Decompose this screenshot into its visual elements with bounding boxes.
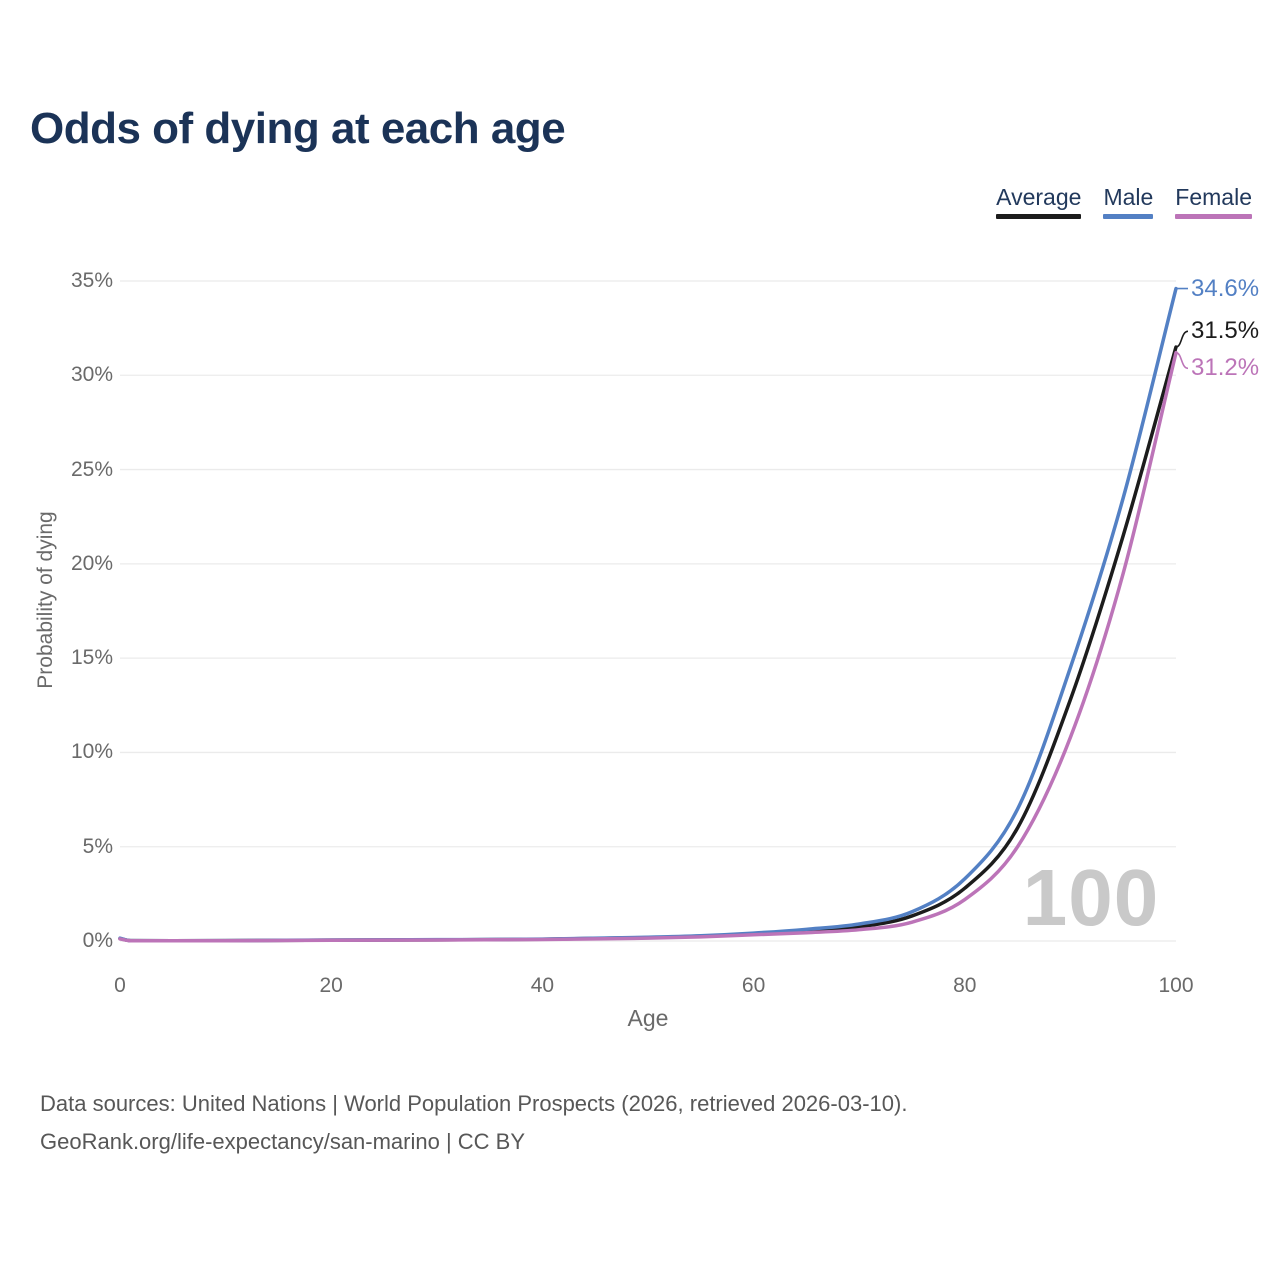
y-tick-10: 10% bbox=[70, 740, 113, 764]
data-source-line: Data sources: United Nations | World Pop… bbox=[40, 1091, 908, 1116]
legend-color-bar bbox=[1175, 214, 1252, 219]
legend-label: Male bbox=[1103, 184, 1154, 210]
legend: Average Male Female bbox=[996, 184, 1252, 219]
end-value-label-male: 34.6% bbox=[1191, 274, 1260, 302]
series-line-male[interactable] bbox=[118, 286, 1178, 943]
y-tick-15: 15% bbox=[70, 646, 113, 670]
legend-item-average[interactable]: Average bbox=[996, 184, 1082, 219]
end-label-connector-average bbox=[1175, 330, 1189, 348]
legend-label: Female bbox=[1175, 184, 1252, 210]
x-tick-60: 60 bbox=[741, 974, 766, 997]
y-axis-title: Probability of dying bbox=[34, 511, 57, 689]
legend-color-bar bbox=[996, 214, 1082, 219]
x-tick-80: 80 bbox=[953, 974, 977, 997]
x-tick-100: 100 bbox=[1158, 974, 1194, 997]
legend-item-female[interactable]: Female bbox=[1175, 184, 1252, 219]
x-tick-20: 20 bbox=[319, 974, 343, 997]
y-tick-20: 20% bbox=[70, 551, 113, 575]
legend-item-male[interactable]: Male bbox=[1103, 184, 1154, 219]
end-label-connector-female bbox=[1175, 351, 1189, 370]
series-line-average[interactable] bbox=[118, 345, 1178, 943]
attribution-line: GeoRank.org/life-expectancy/san-marino |… bbox=[40, 1129, 526, 1154]
y-tick-30: 30% bbox=[70, 363, 113, 387]
end-value-label-female: 31.2% bbox=[1191, 354, 1260, 382]
y-tick-5: 5% bbox=[82, 834, 113, 858]
x-axis-title: Age bbox=[627, 1005, 669, 1031]
y-tick-35: 35% bbox=[70, 269, 113, 292]
end-value-label-average: 31.5% bbox=[1191, 317, 1260, 345]
x-tick-40: 40 bbox=[530, 974, 555, 997]
age-watermark: 100 bbox=[1022, 853, 1160, 942]
series-line-female[interactable] bbox=[118, 350, 1178, 943]
x-tick-0: 0 bbox=[114, 974, 126, 997]
legend-color-bar bbox=[1103, 214, 1154, 219]
page-title: Odds of dying at each age bbox=[30, 104, 566, 153]
y-tick-25: 25% bbox=[70, 457, 113, 481]
y-tick-0: 0% bbox=[82, 929, 113, 952]
legend-label: Average bbox=[996, 184, 1082, 210]
